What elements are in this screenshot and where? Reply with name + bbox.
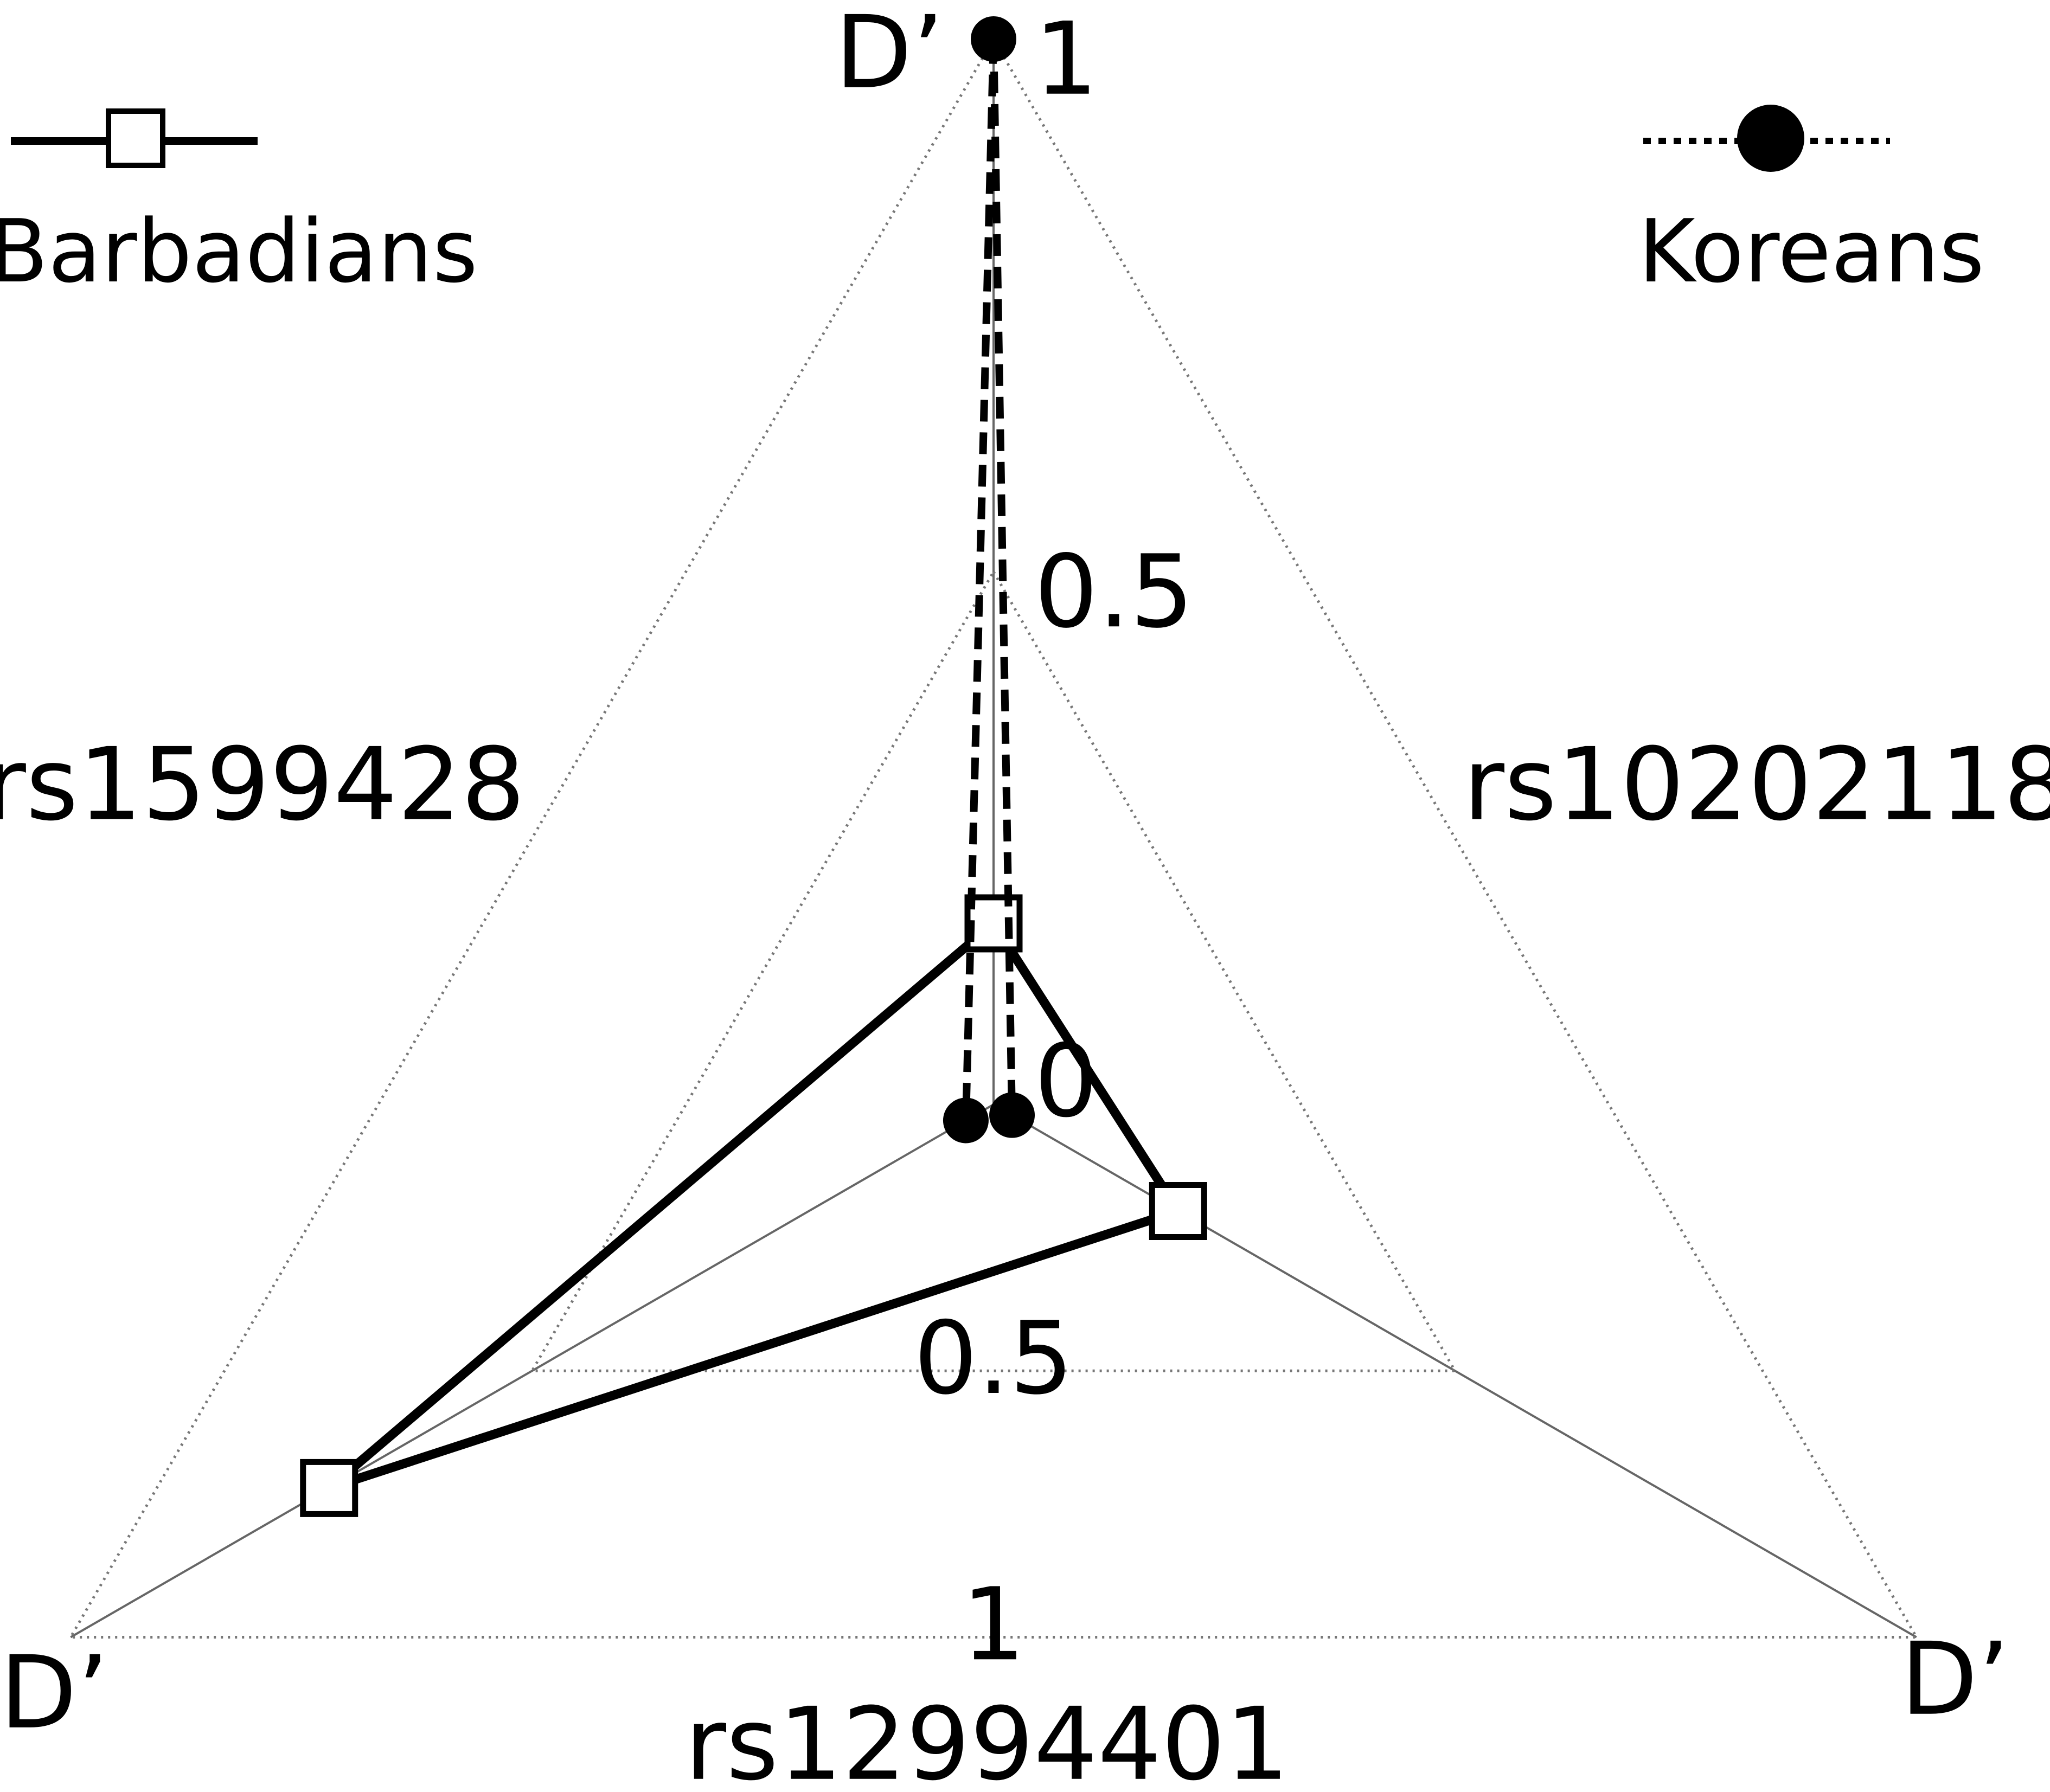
edge-label: rs12994401 xyxy=(685,1686,1289,1792)
edge-label: rs10202118 xyxy=(1463,726,2050,843)
legend-marker xyxy=(106,108,165,168)
tick-label: 0.5 xyxy=(1034,533,1194,650)
series-line xyxy=(326,916,1186,1493)
axis-label: D’ xyxy=(835,0,944,111)
series xyxy=(943,16,1035,1144)
marker xyxy=(1149,1182,1207,1240)
axis-line xyxy=(993,1103,1917,1639)
axis-line xyxy=(70,1103,995,1639)
marker xyxy=(943,1097,989,1144)
legend-label: Koreans xyxy=(1638,201,1984,302)
tick-label: 1 xyxy=(962,1566,1026,1683)
axis-label: D’ xyxy=(0,1634,109,1751)
axis-label: D’ xyxy=(1900,1621,2009,1738)
legend-marker xyxy=(1737,105,1804,172)
series-line xyxy=(962,38,1016,1125)
legend-label: Barbadians xyxy=(0,201,478,302)
edge-label: rs1599428 xyxy=(0,726,525,843)
tick-label: 0.5 xyxy=(914,1300,1073,1417)
marker xyxy=(989,1092,1035,1138)
marker xyxy=(300,1459,358,1517)
series xyxy=(300,894,1207,1517)
grid-line xyxy=(529,569,1458,1372)
tick-label: 1 xyxy=(1034,1,1098,118)
marker xyxy=(971,16,1016,62)
